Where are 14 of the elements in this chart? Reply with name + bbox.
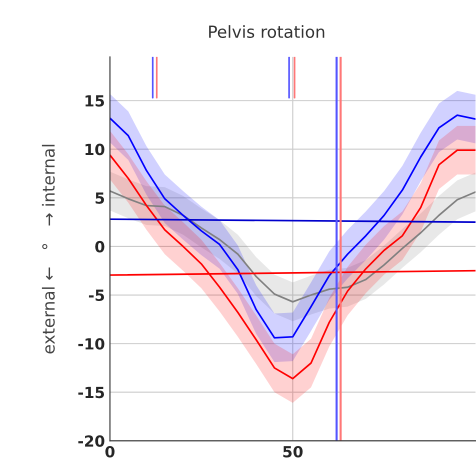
chart-title: Pelvis rotation [209,25,324,38]
y-tick-label: -20 [78,435,104,447]
y-tick-label: -15 [78,386,104,398]
y-tick-label: -10 [78,338,104,350]
line-series [110,114,476,339]
y-tick-label: 15 [86,95,104,107]
x-tick-label: 50 [283,446,303,458]
line-series [110,149,476,380]
y-tick-label: 5 [96,192,104,204]
line-series [110,190,476,303]
y-tick-label: 0 [95,240,104,252]
y-tick-label: -5 [88,290,104,302]
y-tick-label: 10 [86,144,104,156]
y-axis-title: external ← ° → internal [42,144,55,354]
